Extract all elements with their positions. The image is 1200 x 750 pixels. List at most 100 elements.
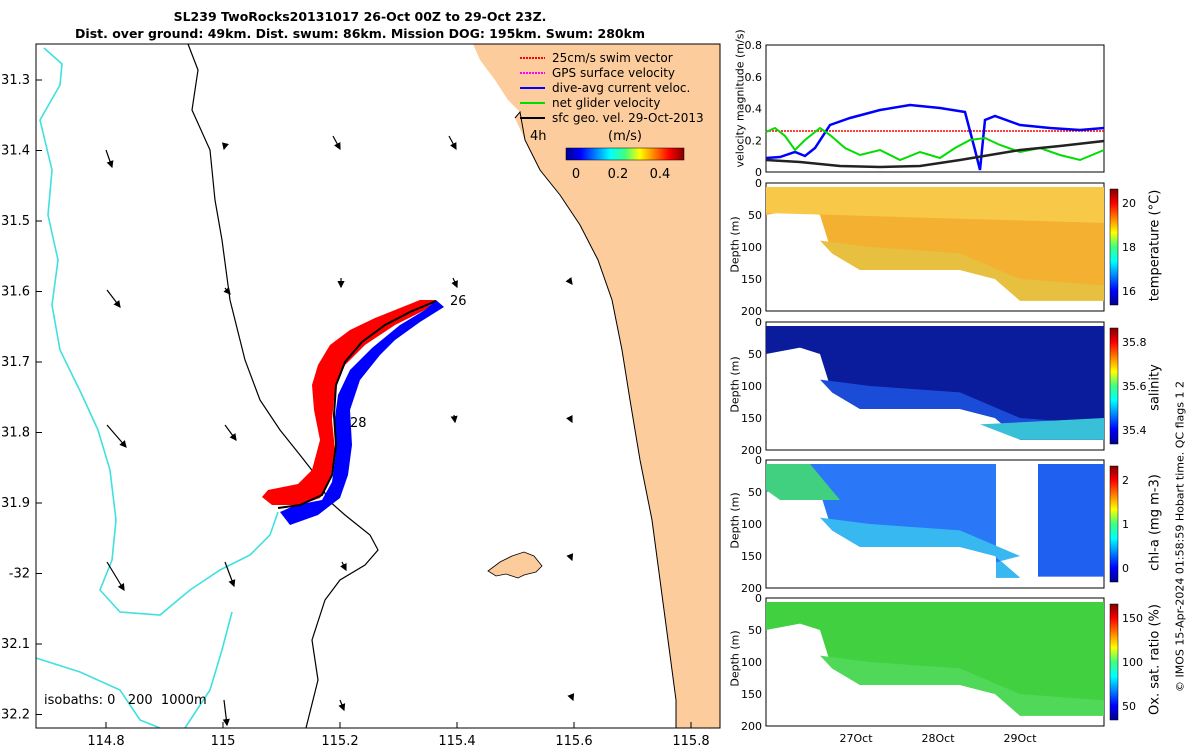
qc-flags-label: QC flags 1 2 (1173, 381, 1187, 449)
map-colorbar (565, 147, 685, 161)
salinity-data-shelf (980, 418, 1104, 440)
chla-data-green (766, 464, 840, 500)
velocity-ytick-label: 0.2 (745, 134, 763, 147)
chla-ytick-label: 0 (755, 454, 762, 467)
lon-tick-label: 115.6 (555, 734, 592, 749)
temperature-cbar-tick-label: 18 (1122, 241, 1136, 254)
salinity-cbar-label: salinity (1147, 364, 1163, 411)
oxygen-cbar-label: Ox. sat. ratio (%) (1147, 604, 1163, 715)
map-axes (35, 43, 721, 729)
salinity-section: 0 50 100 150 200 35.4 35.6 35.8 (741, 316, 1147, 457)
oxygen-data-fill (766, 602, 1104, 716)
legend-label: GPS surface velocity (552, 66, 675, 80)
island (487, 551, 543, 579)
right-panels: 00.20.40.60.8 05010015020016182005010015… (741, 39, 1147, 745)
temperature-ytick-label: 200 (741, 305, 762, 318)
temperature-colorbar (1109, 188, 1119, 306)
velocity-blue-line (765, 103, 1105, 171)
velocity-ytick-label: 0 (755, 166, 762, 179)
chla-data-gap-segment (1038, 464, 1104, 577)
isobath-200m (39, 47, 279, 616)
oxygen-cbar-tick-label: 50 (1122, 700, 1136, 713)
salinity-cbar-tick-label: 35.8 (1122, 336, 1147, 349)
chla-colorbar (1109, 465, 1119, 583)
legend-label: net glider velocity (552, 96, 660, 110)
oxygen-data-deep (820, 655, 1104, 716)
lat-tick-label: 32.2 (1, 708, 30, 723)
oxygen-cbar-tick-label: 150 (1122, 612, 1143, 625)
oxygen-ytick-label: 50 (748, 624, 762, 637)
land-area (473, 44, 720, 728)
temperature-ytick-label: 0 (755, 177, 762, 190)
chla-ytick-label: 150 (741, 550, 762, 563)
salinity-cbar-tick-label: 35.4 (1122, 424, 1147, 437)
temperature-data-surface (766, 187, 1104, 223)
colorbar-tick-label: 0.2 (608, 167, 629, 182)
time-tick-label: 27Oct (839, 732, 873, 745)
time-tick-label: 28Oct (921, 732, 955, 745)
salinity-ytick-label: 0 (755, 316, 762, 329)
chla-cbar-tick-label: 0 (1122, 562, 1129, 575)
isobath-deep (184, 611, 233, 729)
salinity-ytick-label: 100 (741, 380, 762, 393)
legend-label: sfc geo. vel. 29-Oct-2013 (552, 111, 704, 125)
salinity-ytick-label: 150 (741, 412, 762, 425)
velocity-black-line (765, 139, 1105, 169)
lat-tick-label: -32 (9, 567, 30, 582)
swim-vector-band (262, 300, 436, 505)
day-label-28: 28 (350, 416, 367, 431)
temperature-cbar-tick-label: 16 (1122, 285, 1136, 298)
oxygen-cbar-tick-label: 100 (1122, 656, 1143, 669)
colorbar-tick-label: 0 (572, 167, 580, 182)
time-scale-label: 4h (530, 129, 547, 144)
lon-tick-label: 115 (211, 734, 236, 749)
salinity-depth-label: Depth (m) (728, 356, 742, 413)
temperature-section: 0 50 100 150 200 16 18 20 (741, 177, 1136, 318)
salinity-colorbar (1109, 327, 1119, 445)
colorbar-tick-label: 0.4 (650, 167, 671, 182)
isobath-1000m (35, 657, 161, 729)
chla-cbar-tick-label: 1 (1122, 518, 1129, 531)
lat-tick-label: 31.7 (1, 355, 30, 370)
isobath-0m (187, 43, 379, 729)
time-tick-label: 29Oct (1003, 732, 1037, 745)
temperature-ytick-label: 150 (741, 273, 762, 286)
lat-tick-label: 32.1 (1, 637, 30, 652)
oxygen-ytick-label: 150 (741, 688, 762, 701)
chla-ytick-label: 200 (741, 582, 762, 595)
colorbar-unit: (m/s) (608, 129, 642, 144)
track-map: 31.331.431.531.631.731.831.9-3232.132.2 … (1, 43, 721, 749)
coastline (514, 110, 677, 728)
chla-depth-label: Depth (m) (728, 492, 742, 549)
oxygen-depth-label: Depth (m) (728, 630, 742, 687)
footer-text: © IMOS 15-Apr-2024 01:58:59 Hobart time. (1173, 451, 1187, 692)
chla-cbar-label: chl-a (mg m-3) (1147, 474, 1163, 571)
title-line-2: Dist. over ground: 49km. Dist. swum: 86k… (75, 26, 645, 41)
lon-tick-label: 115.8 (672, 734, 709, 749)
plot-title: SL239 TwoRocks20131017 26-Oct 00Z to 29-… (0, 8, 720, 42)
legend-label: 25cm/s swim vector (552, 51, 673, 65)
oxygen-ytick-label: 0 (755, 592, 762, 605)
chla-ytick-label: 100 (741, 518, 762, 531)
velocity-ytick-label: 0.4 (745, 103, 763, 116)
lon-tick-label: 115.4 (438, 734, 475, 749)
lat-tick-label: 31.4 (1, 144, 30, 159)
chla-ytick-label: 50 (748, 486, 762, 499)
velocity-ytick-label: 0.6 (745, 71, 763, 84)
lat-tick-label: 31.5 (1, 214, 30, 229)
lon-tick-label: 114.8 (87, 734, 124, 749)
salinity-ytick-label: 50 (748, 348, 762, 361)
salinity-data-fill (766, 326, 1104, 440)
temperature-depth-label: Depth (m) (728, 216, 742, 273)
temperature-cbar-tick-label: 20 (1122, 197, 1136, 210)
imos-footer: © IMOS 15-Apr-2024 01:58:59 Hobart time.… (1174, 327, 1187, 747)
lat-tick-label: 31.6 (1, 285, 30, 300)
day-label-26: 26 (450, 294, 467, 309)
velocity-ytick-label: 0.8 (745, 39, 763, 52)
velocity-ylabel: velocity magnitude (m/s) (733, 29, 747, 168)
title-line-1: SL239 TwoRocks20131017 26-Oct 00Z to 29-… (173, 9, 547, 24)
oxygen-section: 0 50 100 150 200 50 100 150 (741, 592, 1143, 733)
temperature-data-deep (820, 240, 1104, 301)
lat-tick-label: 31.9 (1, 496, 30, 511)
temperature-ytick-label: 100 (741, 241, 762, 254)
